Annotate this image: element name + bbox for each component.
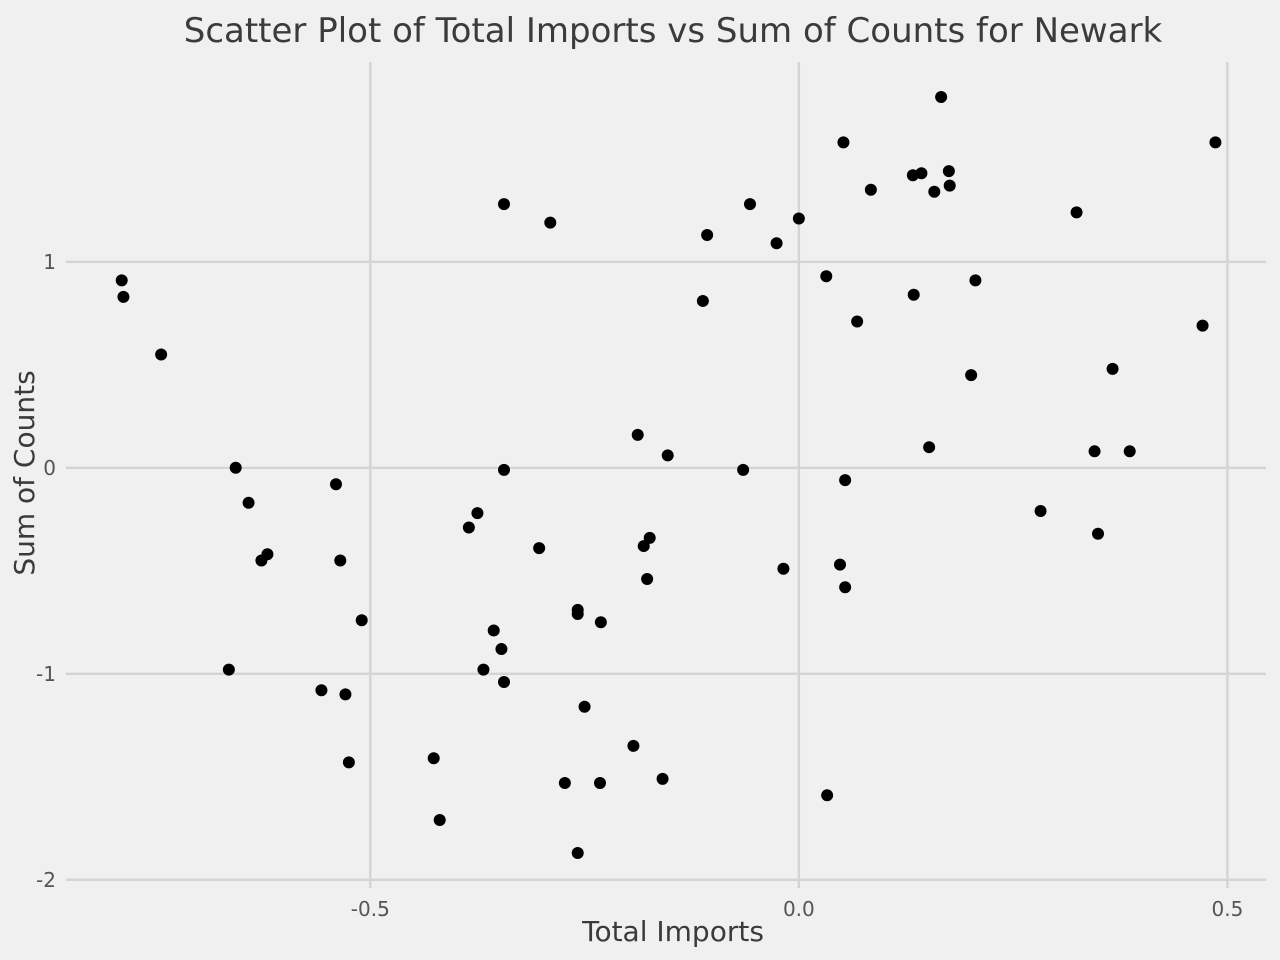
data-point [1106,362,1119,375]
data-point [229,461,242,474]
data-point [696,294,709,307]
data-point [462,521,475,534]
data-point [155,348,168,361]
x-axis-label: Total Imports [581,915,764,948]
data-point [533,542,546,555]
y-tick-label: 0 [43,456,56,480]
data-point [471,507,484,520]
data-point [839,474,852,487]
data-point [643,531,656,544]
data-point [864,183,877,196]
data-point [498,198,510,211]
data-point [117,290,130,303]
data-point [1092,527,1104,540]
data-point [928,185,941,198]
data-point [255,554,268,567]
data-point [969,274,982,287]
data-point [558,776,571,789]
x-tick-label: 0.5 [1212,897,1244,921]
data-point [571,608,584,621]
data-point [777,562,790,575]
data-point [661,449,674,462]
y-tick-label: -1 [36,662,56,686]
data-point [935,91,948,104]
data-point [837,136,850,149]
data-point [594,776,606,789]
data-point [1209,136,1222,149]
data-point [498,676,510,689]
y-tick-label: -2 [36,868,56,892]
data-points [115,91,1222,859]
data-point [498,463,510,476]
tick-labels: -0.5 0.0 0.5 -2 -1 0 1 [36,250,1243,921]
data-point [701,229,714,242]
data-point [1088,445,1101,458]
data-point [477,663,490,676]
data-point [943,179,956,192]
data-point [792,212,805,225]
data-point [571,846,584,859]
data-point [737,463,750,476]
data-point [427,752,440,765]
x-tick-label: 0.0 [783,897,815,921]
data-point [222,663,235,676]
y-axis-label: Sum of Counts [8,370,41,575]
data-point [1196,319,1209,332]
data-point [641,573,654,586]
data-point [578,700,591,713]
data-point [433,814,446,827]
data-point [242,496,255,509]
data-point [744,198,756,211]
data-point [544,216,557,229]
data-point [923,441,936,454]
data-point [820,270,833,283]
data-point [1034,505,1047,518]
chart-title: Scatter Plot of Total Imports vs Sum of … [184,11,1163,51]
data-point [965,369,978,382]
data-point [627,739,640,752]
data-point [907,288,920,301]
data-point [851,315,864,328]
data-point [834,558,846,571]
data-point [495,643,508,656]
data-point [1123,445,1136,458]
data-point [839,581,852,594]
data-point [115,274,128,287]
data-point [770,237,783,250]
data-point [355,614,368,627]
data-point [334,554,347,567]
data-point [1070,206,1083,219]
data-point [631,428,644,441]
data-point [942,165,955,178]
data-point [594,616,607,629]
data-point [330,478,342,491]
data-point [487,624,500,637]
data-point [315,684,328,697]
data-point [821,789,834,802]
y-tick-label: 1 [43,250,56,274]
data-point [915,167,928,180]
data-point [339,688,352,701]
data-point [637,540,650,553]
x-tick-label: -0.5 [351,897,390,921]
data-point [342,756,355,769]
data-point [656,772,669,785]
grid-lines [66,62,1266,888]
